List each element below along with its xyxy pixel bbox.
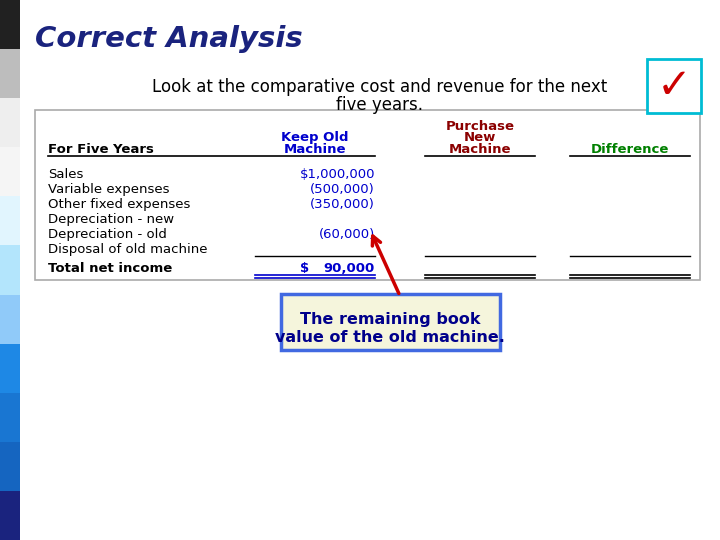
- Text: Depreciation - new: Depreciation - new: [48, 213, 174, 226]
- Text: $: $: [300, 262, 309, 275]
- Text: The remaining book: The remaining book: [300, 312, 480, 327]
- Text: Depreciation - old: Depreciation - old: [48, 228, 167, 241]
- Text: Correct Analysis: Correct Analysis: [35, 25, 302, 53]
- Text: Machine: Machine: [284, 143, 346, 156]
- FancyBboxPatch shape: [0, 294, 20, 343]
- FancyBboxPatch shape: [0, 393, 20, 442]
- FancyBboxPatch shape: [0, 197, 20, 246]
- Text: Total net income: Total net income: [48, 262, 172, 275]
- Text: For Five Years: For Five Years: [48, 143, 154, 156]
- Text: ✓: ✓: [657, 65, 691, 107]
- Text: Sales: Sales: [48, 168, 84, 181]
- Text: 90,000: 90,000: [324, 262, 375, 275]
- Text: value of the old machine.: value of the old machine.: [275, 330, 505, 345]
- Text: (60,000): (60,000): [319, 228, 375, 241]
- Text: (500,000): (500,000): [310, 183, 375, 196]
- Text: Variable expenses: Variable expenses: [48, 183, 169, 196]
- Text: Purchase: Purchase: [446, 120, 515, 133]
- Text: New: New: [464, 131, 496, 144]
- FancyBboxPatch shape: [0, 49, 20, 98]
- FancyBboxPatch shape: [0, 343, 20, 393]
- Text: Difference: Difference: [591, 143, 669, 156]
- FancyBboxPatch shape: [0, 0, 20, 49]
- FancyBboxPatch shape: [0, 246, 20, 294]
- Text: Machine: Machine: [449, 143, 511, 156]
- FancyBboxPatch shape: [0, 147, 20, 197]
- Text: (350,000): (350,000): [310, 198, 375, 211]
- FancyBboxPatch shape: [647, 59, 701, 113]
- Text: Disposal of old machine: Disposal of old machine: [48, 243, 207, 256]
- FancyBboxPatch shape: [0, 491, 20, 540]
- FancyBboxPatch shape: [0, 442, 20, 491]
- Text: five years.: five years.: [336, 96, 423, 114]
- FancyBboxPatch shape: [0, 98, 20, 147]
- Text: Keep Old: Keep Old: [282, 131, 348, 144]
- Text: Other fixed expenses: Other fixed expenses: [48, 198, 190, 211]
- FancyBboxPatch shape: [286, 299, 500, 351]
- FancyBboxPatch shape: [35, 110, 700, 280]
- Text: Look at the comparative cost and revenue for the next: Look at the comparative cost and revenue…: [153, 78, 608, 96]
- FancyBboxPatch shape: [281, 294, 500, 350]
- Text: $1,000,000: $1,000,000: [300, 168, 375, 181]
